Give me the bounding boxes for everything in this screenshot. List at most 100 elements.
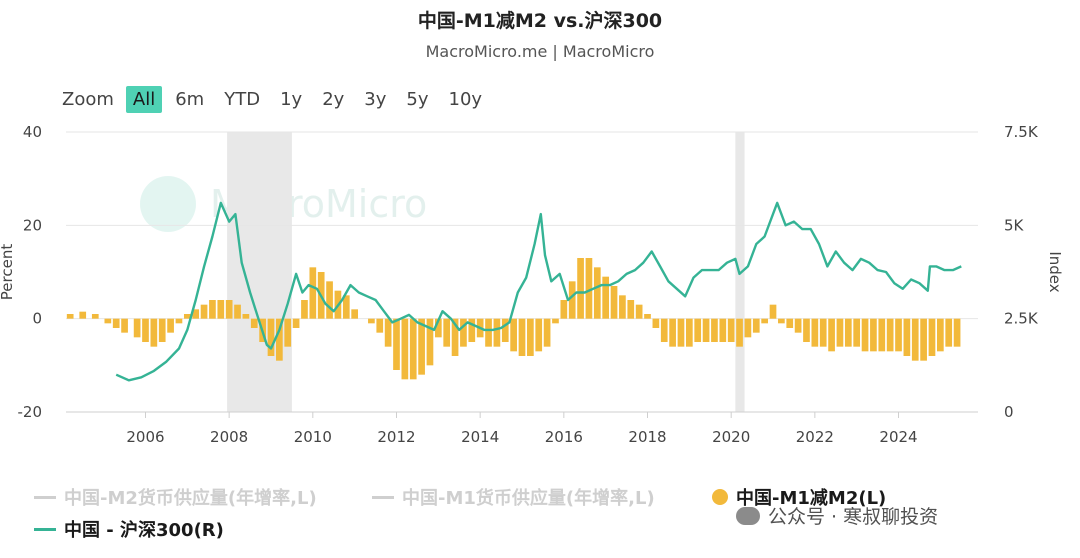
- left-axis-tick-label: 20: [23, 216, 42, 234]
- bar-m1-minus-m2-49: [493, 318, 501, 347]
- zoom-1y-button[interactable]: 1y: [280, 88, 303, 110]
- bar-m1-minus-m2-39: [409, 318, 417, 380]
- zoom-ytd-button[interactable]: YTD: [224, 88, 261, 110]
- legend-item-m1[interactable]: 中国-M1货币供应量(年增率,L): [372, 484, 655, 510]
- right-axis-tick-label: 5K: [1004, 216, 1025, 234]
- bar-m1-minus-m2-34: [368, 318, 375, 324]
- bar-m1-minus-m2-90: [836, 318, 844, 347]
- legend-line-icon: [372, 495, 394, 499]
- bar-m1-minus-m2-71: [677, 318, 685, 347]
- bar-m1-minus-m2-18: [234, 304, 241, 319]
- bar-m1-minus-m2-6: [133, 318, 141, 338]
- x-axis-tick-label: 2012: [377, 428, 415, 446]
- right-axis-tick-label: 7.5K: [1004, 123, 1039, 141]
- bar-m1-minus-m2-101: [928, 318, 936, 356]
- bar-m1-minus-m2-46: [468, 318, 476, 342]
- bar-m1-minus-m2-89: [828, 318, 835, 352]
- bar-m1-minus-m2-24: [284, 318, 292, 347]
- left-axis-tick-label: 0: [32, 310, 42, 328]
- shaded-period-0: [227, 132, 292, 412]
- x-axis-tick-label: 2016: [545, 428, 583, 446]
- bar-m1-minus-m2-20: [250, 318, 258, 328]
- bar-m1-minus-m2-98: [903, 318, 911, 356]
- bar-m1-minus-m2-68: [652, 318, 660, 328]
- bar-m1-minus-m2-23: [276, 318, 283, 361]
- bar-m1-minus-m2-29: [326, 281, 333, 319]
- zoom-10y-button[interactable]: 10y: [448, 88, 483, 110]
- legend-label-m1: 中国-M1货币供应量(年增率,L): [402, 488, 655, 509]
- bar-m1-minus-m2-0: [66, 314, 74, 319]
- bar-m1-minus-m2-22: [267, 318, 275, 356]
- bar-m1-minus-m2-64: [619, 295, 626, 319]
- bar-m1-minus-m2-1: [79, 311, 87, 319]
- zoom-all-button[interactable]: All: [125, 85, 163, 113]
- legend-label-csi300: 中国 - 沪深300(R): [64, 520, 224, 541]
- bar-m1-minus-m2-75: [711, 318, 718, 342]
- bar-m1-minus-m2-36: [384, 318, 392, 347]
- bar-m1-minus-m2-54: [535, 318, 543, 352]
- bar-m1-minus-m2-50: [501, 318, 509, 342]
- bar-m1-minus-m2-32: [351, 309, 359, 319]
- bar-m1-minus-m2-72: [685, 318, 693, 347]
- x-axis-tick-label: 2020: [712, 428, 750, 446]
- bar-m1-minus-m2-93: [861, 318, 869, 352]
- bar-m1-minus-m2-79: [744, 318, 752, 338]
- bar-m1-minus-m2-11: [175, 318, 183, 324]
- bar-m1-minus-m2-3: [104, 318, 112, 324]
- x-axis-tick-label: 2014: [461, 428, 499, 446]
- bar-m1-minus-m2-25: [292, 318, 300, 328]
- left-axis-title: Percent: [0, 244, 16, 301]
- bar-m1-minus-m2-16: [217, 300, 225, 319]
- bar-m1-minus-m2-92: [853, 318, 861, 347]
- macromicro-logo-icon: [140, 176, 196, 232]
- legend-item-m2[interactable]: 中国-M2货币供应量(年增率,L): [34, 484, 317, 510]
- x-axis-tick-label: 2022: [796, 428, 834, 446]
- bar-m1-minus-m2-53: [527, 318, 534, 356]
- bar-m1-minus-m2-10: [167, 318, 174, 333]
- bar-m1-minus-m2-31: [342, 295, 350, 319]
- bar-m1-minus-m2-61: [593, 267, 601, 319]
- bar-m1-minus-m2-80: [752, 318, 760, 333]
- bar-m1-minus-m2-27: [309, 267, 317, 319]
- legend-item-m1-minus-m2[interactable]: 中国-M1减M2(L): [712, 484, 886, 510]
- bar-m1-minus-m2-43: [443, 318, 451, 347]
- bar-m1-minus-m2-74: [702, 318, 710, 342]
- zoom-6m-button[interactable]: 6m: [175, 88, 205, 110]
- bar-m1-minus-m2-51: [510, 318, 517, 352]
- bar-m1-minus-m2-9: [158, 318, 166, 342]
- bar-m1-minus-m2-69: [660, 318, 668, 342]
- bar-m1-minus-m2-62: [602, 276, 610, 319]
- legend-item-csi300[interactable]: 中国 - 沪深300(R): [34, 516, 224, 542]
- legend-label-m1-minus-m2: 中国-M1减M2(L): [736, 488, 887, 509]
- legend-line-icon: [34, 527, 56, 531]
- bar-m1-minus-m2-41: [426, 318, 434, 366]
- bar-m1-minus-m2-103: [945, 318, 953, 347]
- right-axis-tick-label: 0: [1004, 403, 1014, 421]
- bar-m1-minus-m2-84: [786, 318, 794, 328]
- x-axis-tick-label: 2010: [294, 428, 332, 446]
- bar-m1-minus-m2-17: [225, 300, 233, 319]
- chart-title: 中国-M1减M2 vs.沪深300: [417, 10, 663, 32]
- legend-dot-icon: [712, 489, 728, 505]
- bar-m1-minus-m2-81: [761, 318, 768, 324]
- zoom-3y-button[interactable]: 3y: [364, 88, 387, 110]
- bar-m1-minus-m2-83: [778, 318, 785, 324]
- bar-m1-minus-m2-59: [577, 258, 584, 319]
- bar-m1-minus-m2-19: [242, 314, 250, 319]
- zoom-5y-button[interactable]: 5y: [406, 88, 429, 110]
- zoom-2y-button[interactable]: 2y: [322, 88, 345, 110]
- bar-m1-minus-m2-82: [769, 304, 777, 319]
- bar-m1-minus-m2-77: [727, 318, 735, 342]
- x-axis-tick-label: 2018: [628, 428, 666, 446]
- bar-m1-minus-m2-70: [669, 318, 676, 347]
- bar-m1-minus-m2-14: [200, 304, 208, 319]
- bar-m1-minus-m2-38: [401, 318, 409, 380]
- bar-m1-minus-m2-7: [142, 318, 149, 342]
- wechat-text: 公众号 · 寒叔聊投资: [768, 506, 939, 528]
- bar-m1-minus-m2-96: [886, 318, 894, 352]
- bar-m1-minus-m2-8: [150, 318, 158, 347]
- bar-m1-minus-m2-88: [819, 318, 827, 347]
- bar-m1-minus-m2-104: [953, 318, 961, 347]
- bar-m1-minus-m2-94: [870, 318, 877, 352]
- bar-m1-minus-m2-13: [192, 309, 200, 319]
